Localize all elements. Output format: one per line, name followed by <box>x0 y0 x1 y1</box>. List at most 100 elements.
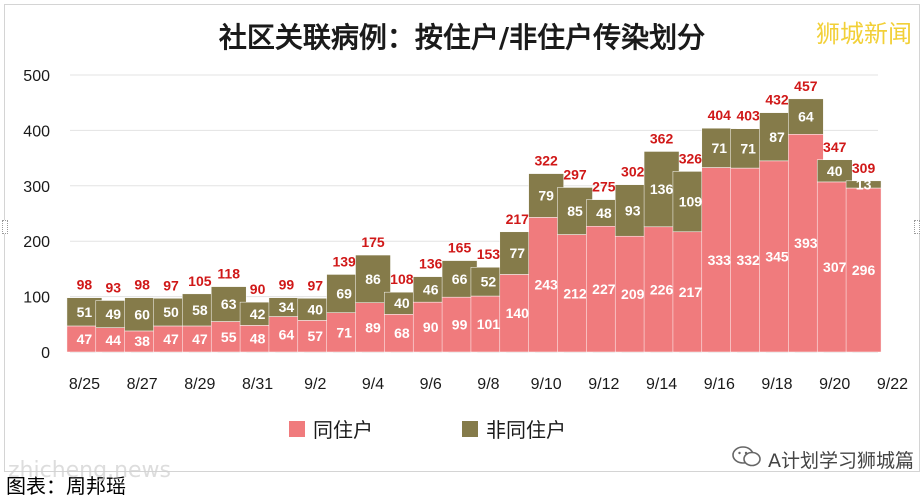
data-label-household: 345 <box>765 248 789 264</box>
data-label-non-household: 69 <box>336 286 352 302</box>
data-label-total: 322 <box>534 153 558 169</box>
data-label-household: 48 <box>250 331 266 347</box>
data-label-household: 243 <box>534 277 558 293</box>
data-label-non-household: 48 <box>596 205 612 221</box>
data-label-total: 297 <box>563 166 587 182</box>
data-label-household: 44 <box>105 332 121 348</box>
data-label-household: 227 <box>592 281 616 297</box>
data-label-total: 118 <box>217 266 240 282</box>
data-label-total: 432 <box>765 92 789 108</box>
data-label-household: 38 <box>134 333 150 349</box>
data-label-household: 209 <box>621 286 645 302</box>
data-label-household: 71 <box>336 324 352 340</box>
data-label-non-household: 50 <box>163 304 179 320</box>
x-tick-label: 9/6 <box>420 376 442 393</box>
data-label-non-household: 46 <box>423 281 439 297</box>
frame-resize-handle[interactable] <box>2 220 8 234</box>
brand-logo: 狮城新闻 <box>816 20 912 48</box>
data-label-household: 90 <box>423 319 439 335</box>
data-label-household: 89 <box>365 319 381 335</box>
data-label-household: 212 <box>563 285 587 301</box>
data-label-total: 347 <box>823 139 847 155</box>
data-label-total: 153 <box>477 246 501 262</box>
data-label-household: 64 <box>279 326 295 342</box>
data-label-non-household: 49 <box>105 306 121 322</box>
data-label-total: 403 <box>736 108 760 124</box>
data-label-total: 175 <box>361 234 385 250</box>
bar-non-household <box>788 98 824 135</box>
data-label-non-household: 136 <box>650 181 674 197</box>
y-tick-label: 400 <box>23 123 50 140</box>
data-label-household: 332 <box>736 252 760 268</box>
data-label-non-household: 86 <box>365 271 381 287</box>
data-label-non-household: 71 <box>740 140 756 156</box>
x-tick-label: 9/8 <box>477 376 499 393</box>
x-tick-label: 9/16 <box>704 376 735 393</box>
data-label-non-household: 58 <box>192 302 208 318</box>
data-label-household: 47 <box>77 331 93 347</box>
data-label-total: 302 <box>621 164 645 180</box>
x-tick-label: 9/10 <box>531 376 562 393</box>
x-tick-label: 9/18 <box>761 376 792 393</box>
data-label-non-household: 40 <box>827 163 843 179</box>
y-tick-label: 100 <box>23 290 50 307</box>
data-label-total: 93 <box>105 279 121 295</box>
data-label-total: 97 <box>163 277 179 293</box>
y-tick-label: 0 <box>41 345 50 362</box>
data-label-total: 457 <box>794 78 818 94</box>
data-label-total: 165 <box>448 240 472 256</box>
data-label-household: 99 <box>452 317 468 333</box>
data-label-household: 55 <box>221 329 237 345</box>
data-label-non-household: 66 <box>452 271 468 287</box>
data-label-total: 309 <box>852 160 876 176</box>
data-label-household: 307 <box>823 259 847 275</box>
data-label-total: 139 <box>332 253 356 269</box>
data-label-total: 108 <box>390 271 414 287</box>
legend-swatch-non-household <box>462 421 478 437</box>
data-label-non-household: 34 <box>279 299 295 315</box>
x-tick-label: 9/20 <box>819 376 850 393</box>
data-label-non-household: 40 <box>307 301 323 317</box>
wechat-account-name: A计划学习狮城篇 <box>768 450 914 472</box>
frame-resize-handle[interactable] <box>914 220 920 234</box>
data-label-non-household: 77 <box>509 245 525 261</box>
data-label-household: 333 <box>708 252 732 268</box>
data-label-total: 99 <box>279 277 295 293</box>
chart-credit: 图表：周邦瑶 <box>6 474 126 498</box>
data-label-non-household: 109 <box>679 194 703 210</box>
data-label-total: 326 <box>679 150 703 166</box>
data-label-total: 362 <box>650 130 674 146</box>
data-label-total: 98 <box>77 277 93 293</box>
data-label-non-household: 42 <box>250 306 266 322</box>
bar-non-household <box>845 180 882 189</box>
chart-title: 社区关联病例：按住户/非住户传染划分 <box>218 21 706 54</box>
x-tick-label: 8/27 <box>127 376 158 393</box>
site-watermark: zhicheng.news <box>8 458 172 483</box>
data-label-non-household: 93 <box>625 202 641 218</box>
data-label-non-household: 71 <box>711 140 727 156</box>
data-label-non-household: 51 <box>77 304 93 320</box>
x-tick-label: 8/29 <box>184 376 215 393</box>
bar-non-household <box>816 159 853 183</box>
data-label-non-household: 79 <box>538 187 554 203</box>
data-label-total: 97 <box>307 277 323 293</box>
x-tick-label: 8/25 <box>69 376 100 393</box>
y-tick-label: 500 <box>23 68 50 85</box>
data-label-household: 226 <box>650 281 674 297</box>
data-label-total: 136 <box>419 256 443 272</box>
data-label-household: 57 <box>307 328 323 344</box>
data-label-total: 105 <box>188 273 212 289</box>
data-label-non-household: 64 <box>798 109 814 125</box>
x-tick-label: 8/31 <box>242 376 273 393</box>
data-label-household: 140 <box>506 305 530 321</box>
x-tick-label: 9/12 <box>588 376 619 393</box>
data-label-household: 296 <box>852 262 876 278</box>
data-label-household: 47 <box>163 331 179 347</box>
legend-label-non-household: 非同住户 <box>486 418 566 442</box>
y-tick-label: 200 <box>23 234 50 251</box>
data-label-non-household: 63 <box>221 296 237 312</box>
data-label-non-household: 60 <box>134 306 150 322</box>
legend-swatch-household <box>289 421 305 437</box>
data-label-household: 68 <box>394 325 410 341</box>
